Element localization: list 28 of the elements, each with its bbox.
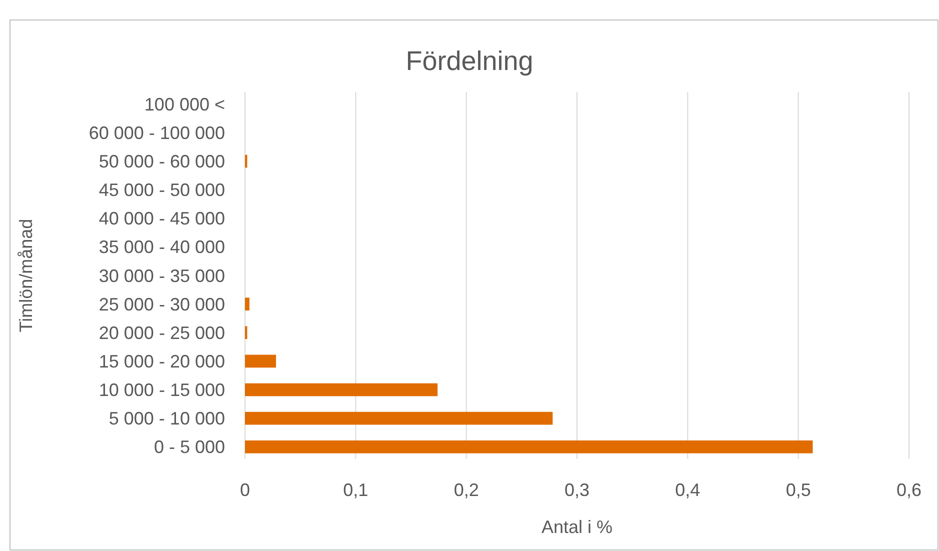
bar: [245, 440, 813, 454]
x-tick-label: 0,1: [343, 480, 368, 500]
chart-title: Fördelning: [406, 46, 534, 76]
bar: [245, 383, 438, 396]
y-tick-label: 50 000 - 60 000: [98, 152, 225, 172]
x-axis-title: Antal i %: [541, 517, 613, 537]
x-tick-label: 0,2: [454, 480, 479, 500]
y-tick-label: 45 000 - 50 000: [98, 180, 225, 200]
y-tick-label: 20 000 - 25 000: [98, 322, 225, 343]
y-tick-label: 35 000 - 40 000: [98, 237, 225, 258]
x-tick-label: 0: [240, 480, 250, 500]
x-tick-label: 0,6: [896, 480, 922, 500]
y-tick-label: 25 000 - 30 000: [98, 294, 225, 314]
bar: [245, 354, 276, 368]
y-tick-label: 0 - 5 000: [154, 437, 225, 458]
y-tick-label: 5 000 - 10 000: [108, 408, 225, 429]
bar: [245, 412, 553, 425]
bar: [245, 298, 250, 310]
y-tick-label: 10 000 - 15 000: [98, 380, 225, 400]
x-tick-label: 0,5: [786, 480, 811, 500]
x-tick-label: 0,3: [564, 480, 590, 500]
y-tick-label: 40 000 - 45 000: [98, 208, 225, 229]
x-tick-label: 0,4: [675, 480, 700, 500]
y-axis-title: Timlön/månad: [16, 218, 36, 332]
y-tick-label: 60 000 - 100 000: [88, 123, 225, 143]
y-tick-label: 100 000 <: [144, 94, 225, 114]
y-tick-label: 30 000 - 35 000: [98, 266, 225, 286]
y-tick-label: 15 000 - 20 000: [98, 351, 225, 372]
